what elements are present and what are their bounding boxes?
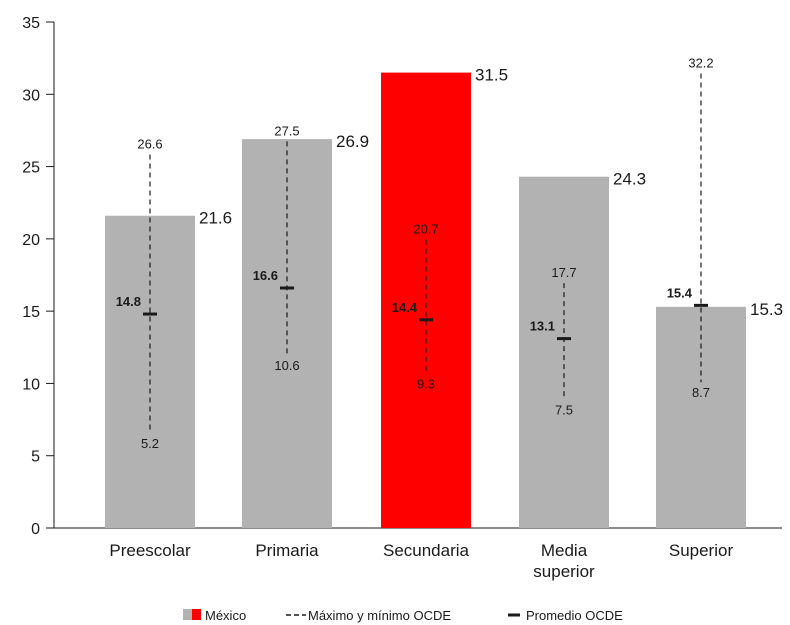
bar-value-label: 15.3 [750, 300, 783, 319]
y-tick-label: 5 [31, 449, 40, 466]
y-tick-label: 10 [22, 376, 40, 393]
ocde-max-label: 20.7 [413, 222, 438, 237]
y-tick-label: 30 [22, 87, 40, 104]
ocde-min-label: 8.7 [692, 385, 710, 400]
ocde-min-label: 9.3 [417, 377, 435, 392]
bars: 21.6 26.9 31.5 24.3 15.3 [105, 66, 783, 529]
category-label: Superior [669, 541, 734, 560]
category-label: Primaria [255, 541, 319, 560]
bar-value-label: 24.3 [613, 170, 646, 189]
ocde-min-label: 10.6 [274, 358, 299, 373]
ocde-mean-label: 14.8 [116, 294, 141, 309]
legend-mean-label: Promedio OCDE [526, 608, 623, 623]
ocde-max-label: 26.6 [137, 136, 162, 151]
y-tick-label: 0 [31, 521, 40, 538]
bar [381, 72, 471, 528]
legend: México Máximo y mínimo OCDE Promedio OCD… [183, 608, 623, 623]
legend-swatch-gray [183, 609, 192, 620]
ocde-mean-label: 14.4 [392, 300, 418, 315]
y-tick-label: 20 [22, 232, 40, 249]
y-tick-label: 15 [22, 304, 40, 321]
legend-range-label: Máximo y mínimo OCDE [308, 608, 451, 623]
ocde-min-label: 7.5 [555, 403, 573, 418]
bar-value-label: 26.9 [336, 132, 369, 151]
ocde-mean-label: 13.1 [530, 319, 555, 334]
category-label: Media [541, 541, 588, 560]
category-label: superior [533, 562, 595, 581]
y-ticks: 0 5 10 15 20 25 30 35 [22, 15, 54, 538]
bar [519, 176, 609, 529]
category-label: Preescolar [109, 541, 191, 560]
ocde-max-label: 17.7 [551, 265, 576, 280]
ocde-mean-label: 16.6 [253, 268, 278, 283]
ocde-max-label: 32.2 [688, 55, 713, 70]
ocde-ranges: 26.6 5.2 14.8 27.5 10.6 16.6 20.7 9.3 14.4 17.7 7.… [116, 55, 714, 450]
y-tick-label: 25 [22, 160, 40, 177]
bar-value-label: 21.6 [199, 209, 232, 228]
category-label: Secundaria [383, 541, 470, 560]
legend-mexico-label: México [205, 608, 246, 623]
bar-value-label: 31.5 [475, 66, 508, 85]
ocde-max-label: 27.5 [274, 123, 299, 138]
ocde-min-label: 5.2 [141, 436, 159, 451]
ocde-mean-label: 15.4 [667, 285, 693, 300]
legend-swatch-red [192, 609, 201, 620]
category-labels: Preescolar Primaria Secundaria Media superio… [109, 541, 733, 581]
y-tick-label: 35 [22, 15, 40, 32]
bar [656, 306, 746, 528]
